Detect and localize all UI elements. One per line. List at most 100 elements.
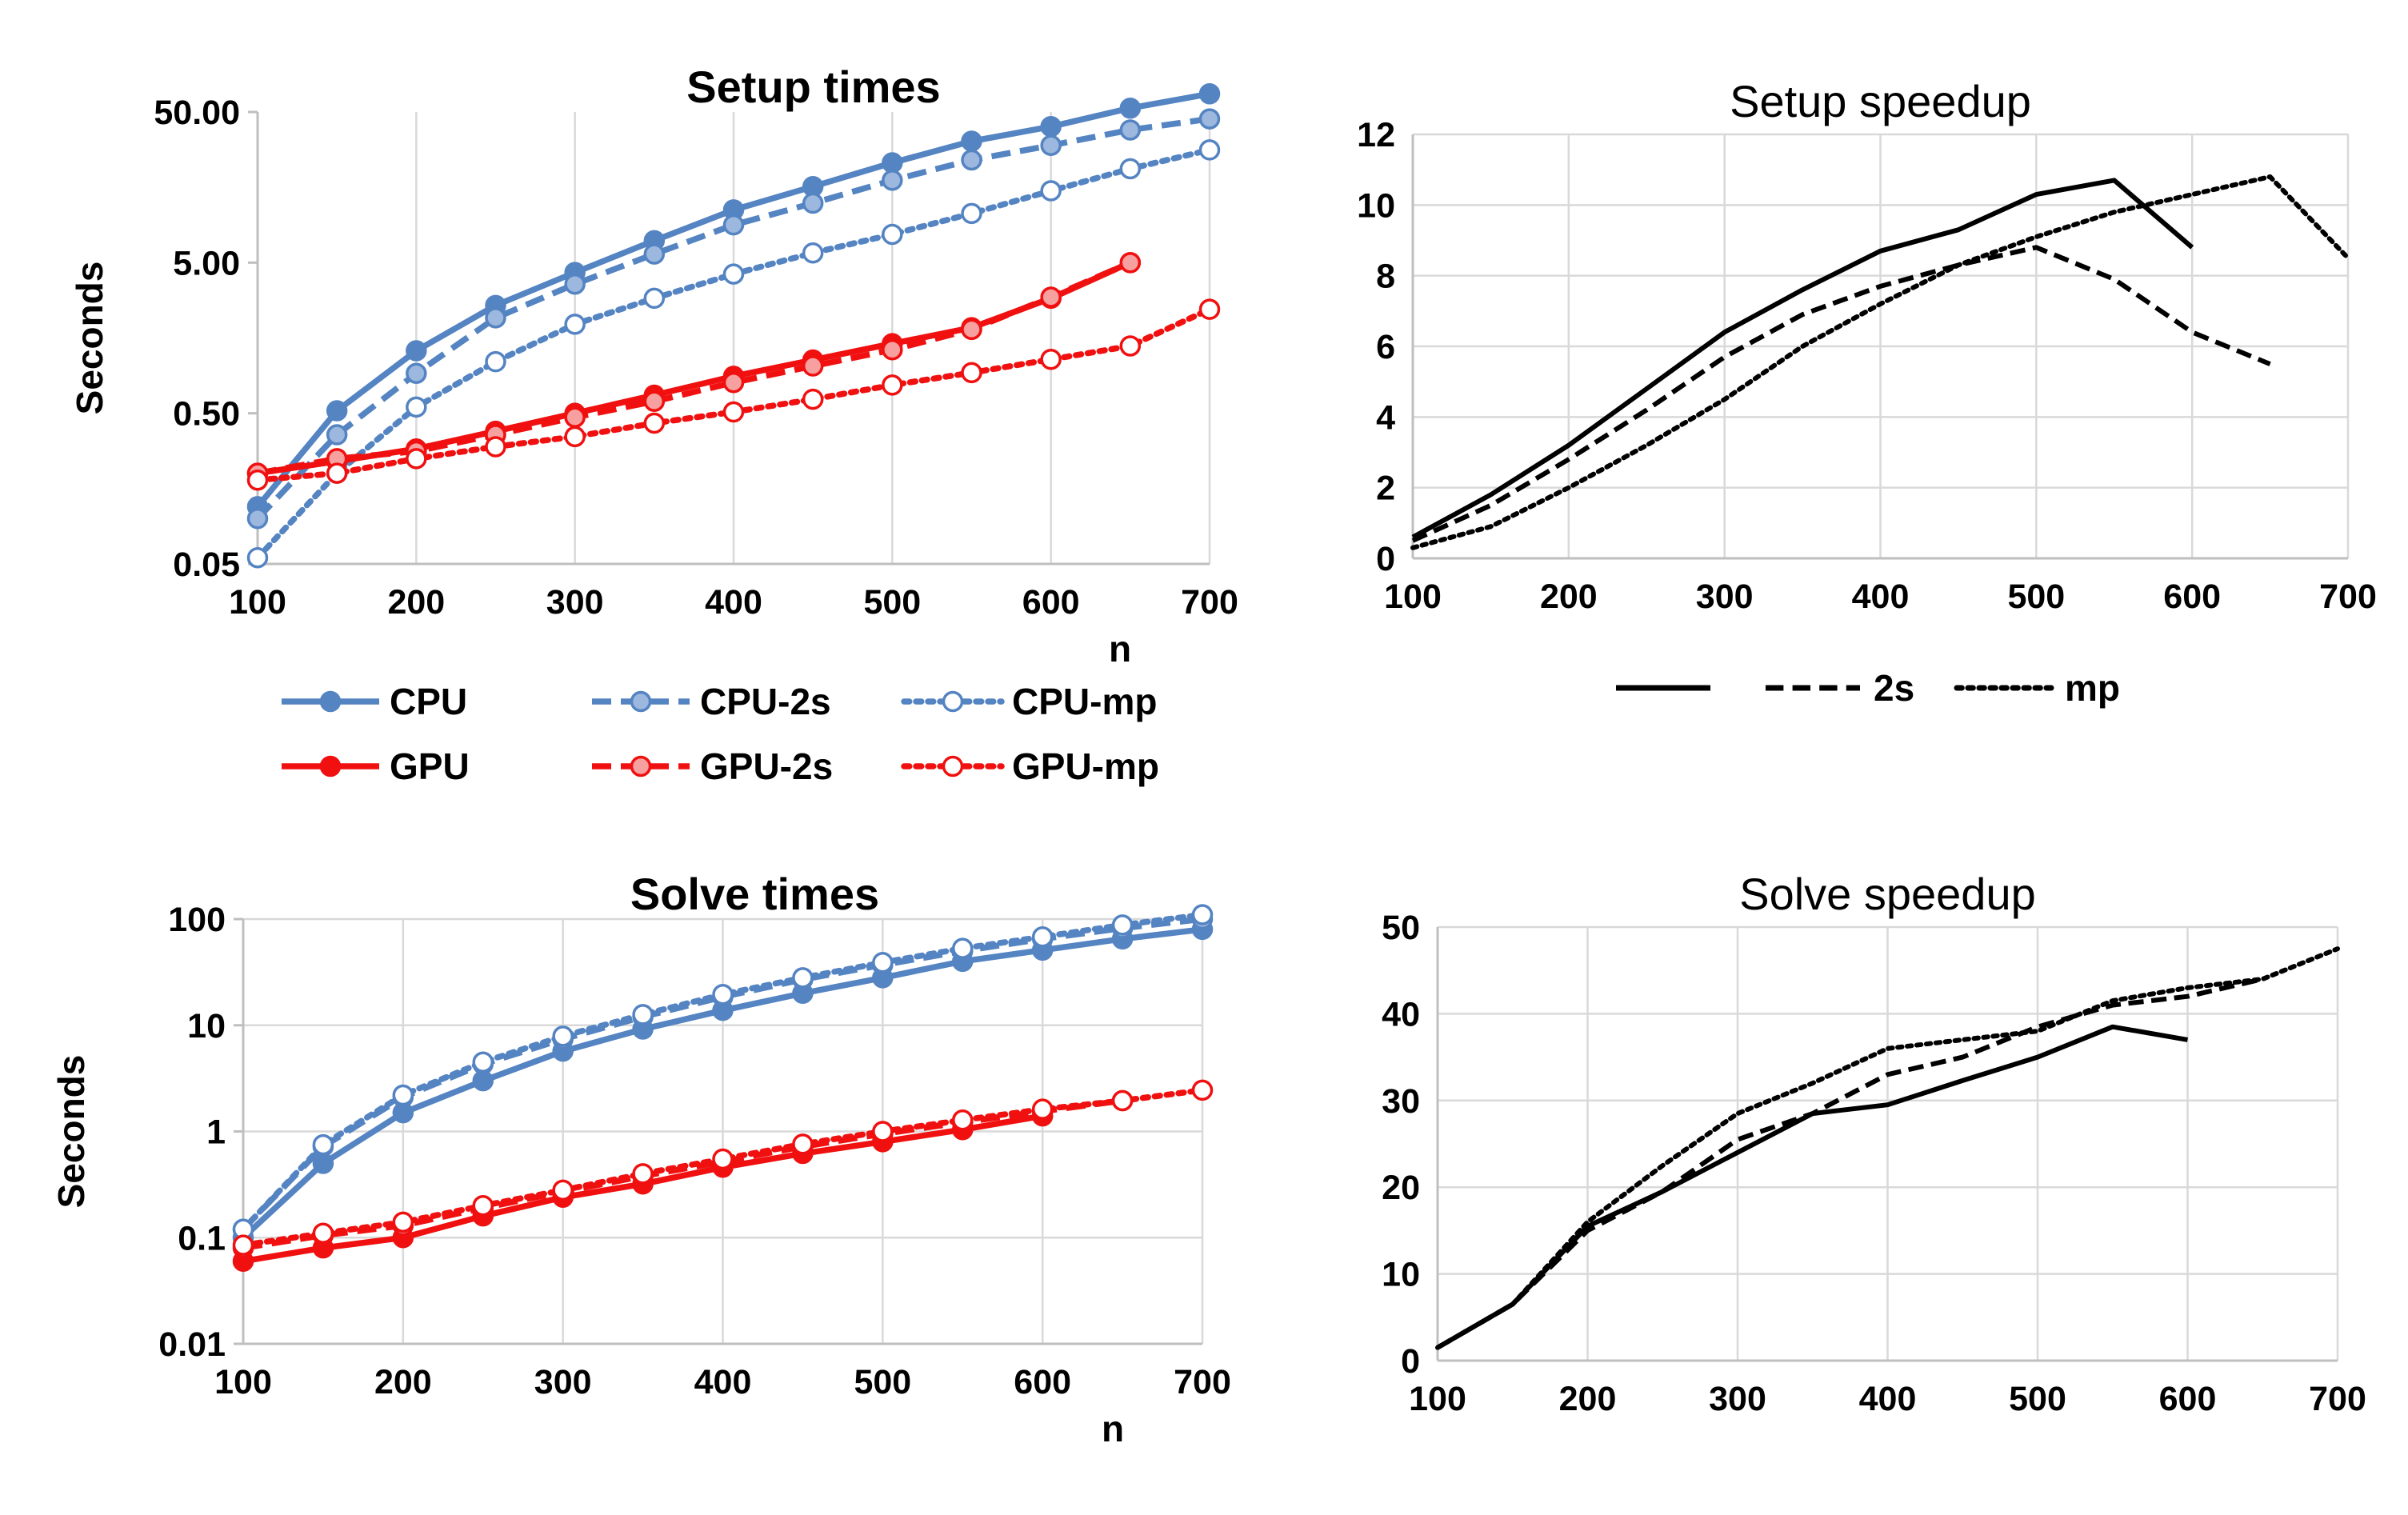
data-point	[1119, 252, 1142, 274]
x-tick-label: 700	[2319, 578, 2377, 616]
y-tick-label: 10	[187, 1007, 226, 1045]
data-point	[722, 401, 745, 423]
y-tick-label: 40	[1382, 995, 1420, 1033]
data-point	[802, 388, 824, 410]
data-point	[722, 263, 745, 285]
data-point	[1198, 83, 1221, 105]
y-tick-label: 50	[1382, 909, 1420, 947]
y-tick-label: 10	[1357, 186, 1395, 225]
series-line	[1411, 245, 2271, 543]
data-point	[952, 1109, 974, 1131]
data-point	[792, 967, 814, 989]
data-point	[722, 371, 745, 394]
legend-label: 2s	[1874, 667, 1914, 709]
x-tick-label: 100	[1409, 1380, 1466, 1418]
data-point	[246, 546, 269, 569]
chart-4: 100 200 300 400 500 600 700 0 10 20 30 40 50 Solve sp…	[1382, 869, 2366, 1418]
x-axis-label: n	[1102, 1408, 1124, 1449]
x-tick-label: 400	[1859, 1380, 1917, 1418]
x-tick-label: 200	[1559, 1380, 1617, 1418]
data-point	[961, 130, 982, 152]
x-tick-label: 300	[534, 1363, 592, 1401]
series-line	[1410, 174, 2350, 550]
data-point	[882, 223, 903, 246]
data-point	[1111, 914, 1134, 936]
data-point	[564, 426, 586, 448]
x-axis-label: n	[1109, 628, 1131, 670]
series-cpu-2s	[246, 108, 1221, 530]
data-point	[472, 1195, 494, 1217]
data-point	[1111, 1089, 1134, 1112]
data-point	[485, 436, 506, 458]
data-point	[564, 273, 586, 295]
data-point	[802, 355, 824, 377]
y-tick-label: 20	[1382, 1169, 1420, 1207]
data-point	[312, 1222, 334, 1245]
series-gpu-mp	[246, 298, 1221, 491]
legend-swatch-marker	[630, 690, 652, 713]
data-point	[326, 400, 348, 422]
data-point	[712, 983, 734, 1005]
data-point	[643, 390, 666, 413]
data-point	[802, 242, 824, 264]
legend-swatch-marker	[630, 755, 652, 777]
data-point	[326, 424, 348, 446]
legend-item: CPU	[282, 681, 467, 722]
legend-label: GPU-2s	[700, 746, 833, 787]
chart-title: Setup speedup	[1730, 76, 2031, 126]
data-point	[722, 214, 745, 236]
x-tick-label: 400	[705, 583, 762, 622]
x-tick-label: 400	[1852, 578, 1910, 616]
legend-setup-speedup: 2s mp	[1616, 667, 2120, 709]
data-point	[472, 1051, 494, 1073]
data-point	[564, 406, 586, 428]
chart-title: Solve speedup	[1739, 869, 2036, 919]
data-point	[1191, 904, 1214, 925]
data-point	[1040, 134, 1062, 157]
chart-title: Solve times	[630, 869, 879, 919]
data-point	[1040, 286, 1062, 308]
series-mp	[1410, 174, 2350, 550]
y-tick-label: 30	[1382, 1082, 1420, 1121]
series-2s	[1411, 245, 2271, 543]
x-tick-label: 200	[387, 583, 445, 622]
legend-item: 2s	[1766, 667, 1914, 709]
data-point	[1040, 116, 1062, 138]
legend-swatch-marker	[319, 690, 342, 713]
x-tick-label: 700	[1174, 1363, 1231, 1401]
x-tick-label: 600	[2163, 578, 2221, 616]
data-point	[552, 1179, 574, 1201]
data-point	[961, 202, 982, 225]
data-point	[1119, 97, 1142, 119]
y-tick-label: 50.00	[154, 94, 240, 132]
data-point	[312, 1133, 334, 1156]
series-gpu-mp	[232, 1079, 1214, 1256]
series-cpu-mp	[246, 139, 1221, 569]
y-tick-label: 0.01	[158, 1325, 226, 1364]
data-point	[1198, 139, 1221, 161]
data-point	[961, 318, 982, 341]
data-point	[632, 1163, 654, 1185]
y-tick-label: 4	[1376, 398, 1395, 437]
data-point	[643, 243, 666, 265]
data-point	[961, 362, 982, 384]
y-tick-label: 0	[1376, 540, 1395, 578]
series-base	[1411, 178, 2194, 540]
chart-3: 100 200 300 400 500 600 700 0.01 0.1 1 10 100 Solve …	[50, 869, 1231, 1449]
series-line	[1436, 977, 2263, 1350]
legend-setup-times: CPU CPU-2s CPU-mp GPU GPU-2s GPU-mp	[282, 681, 1159, 787]
legend-item: GPU	[282, 746, 470, 787]
data-point	[1198, 298, 1221, 320]
data-point	[792, 1133, 814, 1155]
data-point	[1031, 925, 1054, 948]
x-tick-label: 100	[229, 583, 286, 622]
y-tick-label: 5.00	[173, 244, 240, 282]
legend-label: CPU-mp	[1012, 681, 1157, 722]
y-tick-label: 0.50	[173, 395, 240, 434]
data-point	[882, 374, 903, 396]
data-point	[246, 469, 269, 491]
data-point	[1031, 1098, 1054, 1120]
legend-item: CPU-2s	[592, 681, 831, 722]
data-point	[802, 192, 824, 214]
data-point	[643, 287, 666, 310]
